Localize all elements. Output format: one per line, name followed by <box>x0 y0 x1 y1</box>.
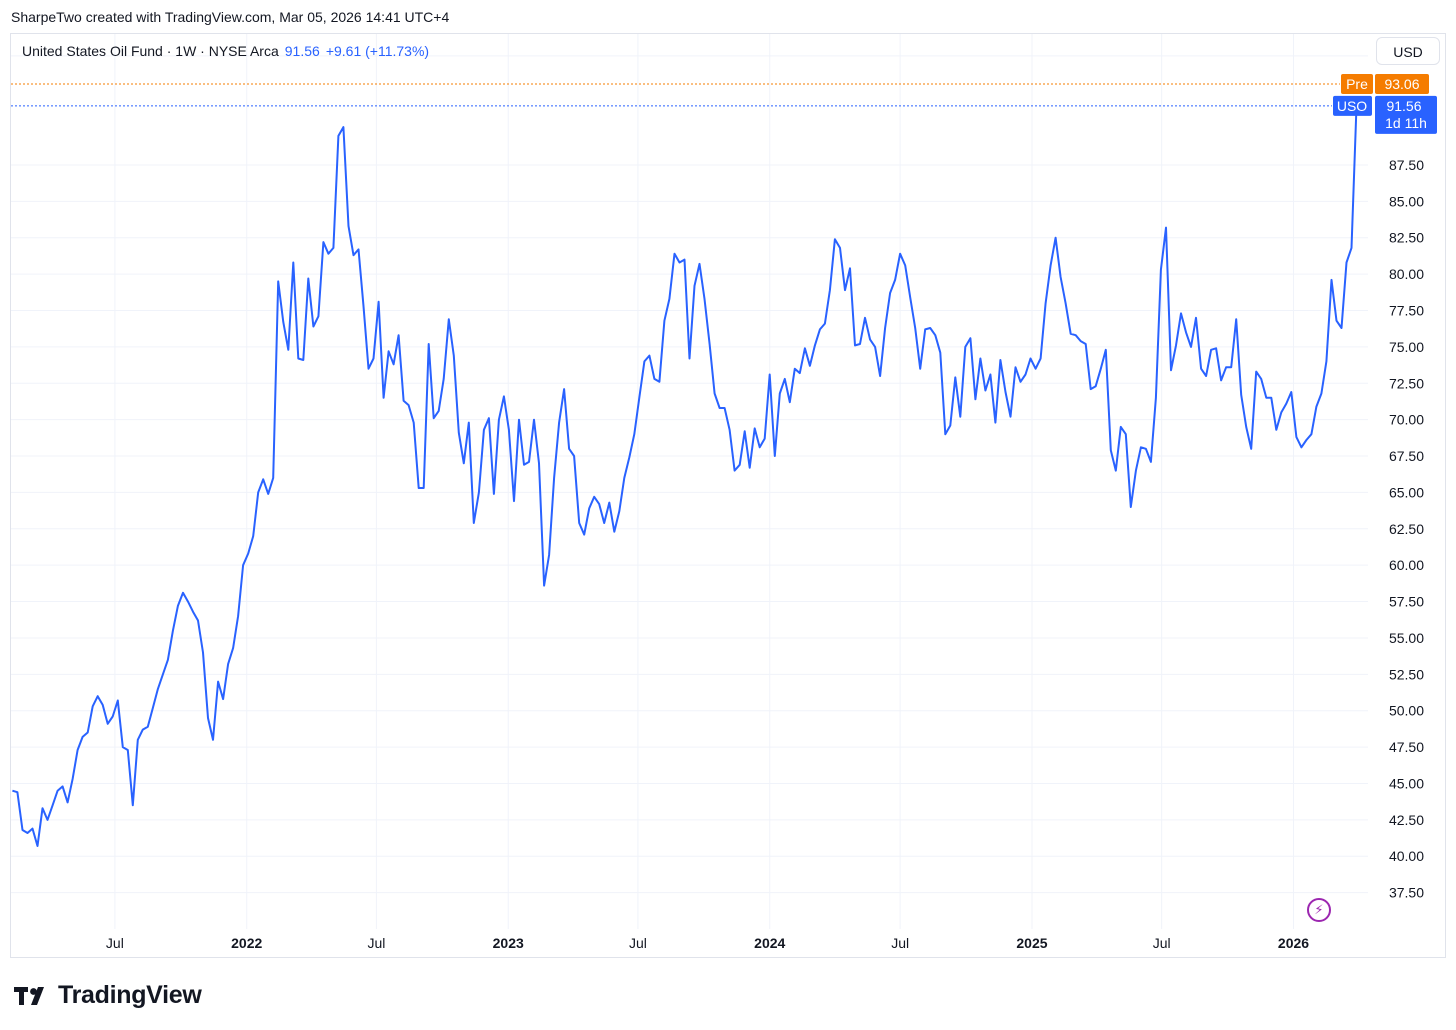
uso-tag-label: USO <box>1337 98 1367 114</box>
y-tick-label: 75.00 <box>1389 339 1424 355</box>
y-tick-label: 40.00 <box>1389 848 1424 864</box>
x-tick-label: Jul <box>629 935 647 951</box>
tradingview-logo-icon <box>14 986 44 1005</box>
y-tick-label: 55.00 <box>1389 630 1424 646</box>
tradingview-logo-text: TradingView <box>58 981 202 1009</box>
y-tick-label: 50.00 <box>1389 703 1424 719</box>
currency-button[interactable]: USD <box>1376 37 1440 65</box>
x-tick-label: 2023 <box>493 935 524 951</box>
y-tick-label: 82.50 <box>1389 230 1424 246</box>
y-tick-label: 67.50 <box>1389 448 1424 464</box>
y-tick-label: 47.50 <box>1389 739 1424 755</box>
uso-tag-box <box>1333 95 1372 116</box>
lightning-bolt-icon[interactable]: ⚡ <box>1307 898 1331 922</box>
last-price: 91.56 <box>284 43 320 59</box>
uso-price-line <box>12 105 1358 847</box>
pre-tag-box <box>1341 74 1373 95</box>
symbol-name[interactable]: United States Oil Fund · 1W · NYSE Arca <box>22 43 279 59</box>
y-tick-label: 77.50 <box>1389 303 1424 319</box>
y-tick-label: 72.50 <box>1389 375 1424 391</box>
y-tick-label: 60.00 <box>1389 557 1424 573</box>
x-tick-label: Jul <box>891 935 909 951</box>
x-tick-label: 2025 <box>1016 935 1047 951</box>
y-tick-label: 52.50 <box>1389 666 1424 682</box>
x-tick-label: Jul <box>106 935 124 951</box>
x-tick-label: 2024 <box>754 935 785 951</box>
y-tick-label: 45.00 <box>1389 775 1424 791</box>
uso-price-box <box>1375 95 1437 134</box>
y-tick-label: 57.50 <box>1389 594 1424 610</box>
chart-caption: SharpeTwo created with TradingView.com, … <box>11 9 450 25</box>
y-tick-label: 65.00 <box>1389 484 1424 500</box>
x-tick-label: 2022 <box>231 935 262 951</box>
y-tick-label: 85.00 <box>1389 193 1424 209</box>
price-change: +9.61 (+11.73%) <box>325 43 430 59</box>
pre-price-box <box>1375 74 1429 95</box>
uso-price-label: 91.56 <box>1386 98 1421 114</box>
y-tick-label: 70.00 <box>1389 412 1424 428</box>
y-tick-label: 87.50 <box>1389 157 1424 173</box>
x-tick-label: Jul <box>1153 935 1171 951</box>
y-tick-label: 42.50 <box>1389 812 1424 828</box>
x-tick-label: 2026 <box>1278 935 1309 951</box>
x-tick-label: Jul <box>367 935 385 951</box>
tradingview-logo[interactable]: TradingView <box>14 981 202 1010</box>
symbol-legend: United States Oil Fund · 1W · NYSE Arca 9… <box>22 43 429 59</box>
pre-price-label: 93.06 <box>1384 76 1419 92</box>
y-tick-label: 80.00 <box>1389 266 1424 282</box>
bar-countdown-label: 1d 11h <box>1385 115 1427 131</box>
y-tick-label: 62.50 <box>1389 521 1424 537</box>
pre-tag-label: Pre <box>1346 76 1368 92</box>
y-tick-label: 37.50 <box>1389 885 1424 901</box>
chart-frame <box>10 33 1446 958</box>
